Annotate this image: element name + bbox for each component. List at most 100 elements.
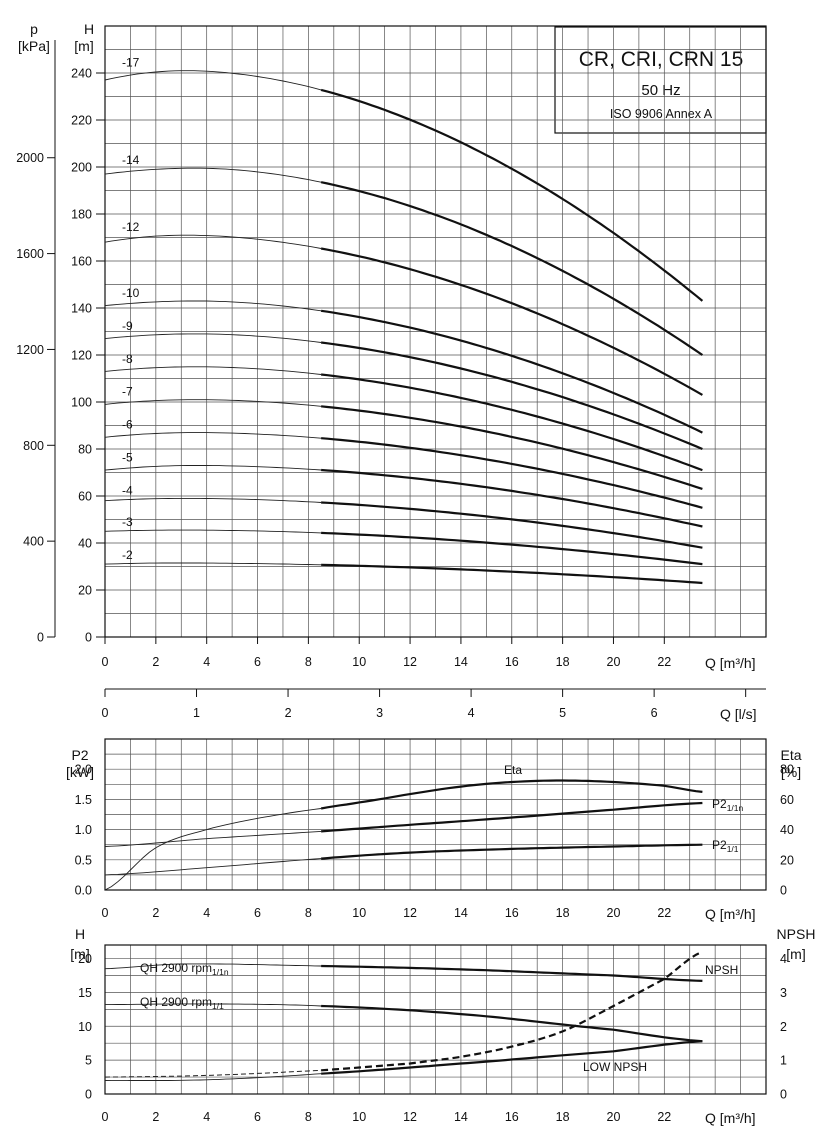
qh-x-tick-label: 8 xyxy=(305,655,312,669)
npsh-left-tick-label: 20 xyxy=(78,952,92,966)
npsh-curve-label: NPSH xyxy=(705,963,738,977)
qh-curve-low-flow xyxy=(104,366,322,375)
p2-y-tick-label: 1.0 xyxy=(75,823,92,837)
p2-y-tick-label: 1.5 xyxy=(75,793,92,807)
qh-curve xyxy=(321,501,703,549)
npsh-x-tick-label: 20 xyxy=(607,1110,621,1124)
p2-x-tick-label: 18 xyxy=(556,906,570,920)
qh-2900-1-1-label: QH 2900 rpm1/1 xyxy=(140,995,224,1011)
qh-x-tick-label: 20 xyxy=(607,655,621,669)
qh-curve-label: -6 xyxy=(122,418,133,432)
eta-axis-unit: [%] xyxy=(781,764,801,780)
p2-x-tick-label: 2 xyxy=(152,906,159,920)
qh-curve-low-flow xyxy=(104,562,322,566)
pressure-tick-label: 400 xyxy=(23,535,44,549)
head-axis-label: H xyxy=(84,21,94,37)
npsh-x-axis-label: Q [m³/h] xyxy=(705,1110,756,1126)
qh-y-tick-label: 20 xyxy=(78,584,92,598)
ls-axis-label: Q [l/s] xyxy=(720,706,757,722)
low-npsh-curve-low-flow xyxy=(104,1073,322,1081)
chart-frequency: 50 Hz xyxy=(641,82,680,99)
qh-y-tick-label: 160 xyxy=(71,255,92,269)
qh-x-tick-label: 2 xyxy=(152,655,159,669)
qh-y-tick-label: 100 xyxy=(71,396,92,410)
qh-curve-low-flow xyxy=(104,529,322,534)
p2-x-tick-label: 12 xyxy=(403,906,417,920)
qh-curve-low-flow xyxy=(104,432,322,439)
qh-curve xyxy=(320,405,703,490)
npsh-x-tick-label: 2 xyxy=(152,1110,159,1124)
npsh-x-tick-label: 18 xyxy=(556,1110,570,1124)
qh-rpm-curve-low-flow xyxy=(105,1003,322,1007)
qh-curve-label: -8 xyxy=(122,352,133,366)
npsh-plot-frame xyxy=(104,944,767,1095)
pressure-tick-label: 2000 xyxy=(16,151,44,165)
p2-x-tick-label: 8 xyxy=(305,906,312,920)
eta-curve-label: Eta xyxy=(504,763,522,777)
qh-y-tick-label: 220 xyxy=(71,114,92,128)
npsh-x-tick-label: 6 xyxy=(254,1110,261,1124)
qh-curve xyxy=(320,373,703,472)
qh-curve xyxy=(320,181,704,356)
qh-curve xyxy=(321,468,703,528)
pressure-axis-unit: [kPa] xyxy=(18,38,50,54)
npsh-left-tick-label: 0 xyxy=(85,1088,92,1102)
low-npsh-label: LOW NPSH xyxy=(583,1060,647,1074)
qh-x-tick-label: 18 xyxy=(556,655,570,669)
p2-x-tick-label: 20 xyxy=(607,906,621,920)
qh-curve xyxy=(320,247,703,396)
p2-x-tick-label: 14 xyxy=(454,906,468,920)
qh-curve xyxy=(320,309,703,434)
qh-curve-low-flow xyxy=(104,234,322,249)
eta-y-tick-label: 20 xyxy=(780,853,794,867)
qh-plot-frame xyxy=(104,25,767,638)
qh-curve xyxy=(320,88,704,302)
eta-y-tick-label: 60 xyxy=(780,793,794,807)
npsh-x-tick-label: 12 xyxy=(403,1110,417,1124)
npsh-x-tick-label: 10 xyxy=(352,1110,366,1124)
p2-x-tick-label: 10 xyxy=(352,906,366,920)
qh-curve-label: -9 xyxy=(122,319,133,333)
npsh-right-tick-label: 2 xyxy=(780,1020,787,1034)
p2-x-tick-label: 6 xyxy=(254,906,261,920)
qh-curve-label: -5 xyxy=(122,450,133,464)
npsh-left-tick-label: 5 xyxy=(85,1054,92,1068)
qh-rpm-curve xyxy=(321,964,703,982)
npsh-right-tick-label: 3 xyxy=(780,986,787,1000)
qh-curve-low-flow xyxy=(104,300,322,312)
qh-curve-label: -14 xyxy=(122,153,140,167)
p2-axis-unit: [kW] xyxy=(66,764,94,780)
qh-x-tick-label: 14 xyxy=(454,655,468,669)
qh-curve-label: -7 xyxy=(122,385,133,399)
qh-curve-label: -12 xyxy=(122,220,140,234)
qh-rpm-curve xyxy=(321,1004,703,1043)
pressure-tick-label: 1200 xyxy=(16,343,44,357)
qh-x-tick-label: 22 xyxy=(657,655,671,669)
npsh-axis-unit: [m] xyxy=(786,946,805,962)
p2-curve-low-flow xyxy=(104,858,322,876)
ls-tick-label: 4 xyxy=(468,706,475,720)
qh-2900-1-1n-label: QH 2900 rpm1/1n xyxy=(140,961,229,977)
p2-1-1n-label: P21/1n xyxy=(712,797,744,813)
qh-x-tick-label: 0 xyxy=(102,655,109,669)
eta-axis-label: Eta xyxy=(780,747,801,763)
qh-curve-low-flow xyxy=(104,333,322,343)
npsh-left-tick-label: 10 xyxy=(78,1020,92,1034)
npsh-axis-label: NPSH xyxy=(777,926,816,942)
p2-y-tick-label: 0.0 xyxy=(75,884,92,898)
p2-curve xyxy=(321,801,703,833)
title-box xyxy=(554,26,767,134)
p2-plot-frame xyxy=(104,738,767,891)
ls-tick-label: 5 xyxy=(559,706,566,720)
eta-y-tick-label: 80 xyxy=(780,763,794,777)
qh-curve xyxy=(321,563,703,585)
qh-curve xyxy=(321,437,703,509)
qh-rpm-curve-low-flow xyxy=(104,963,322,970)
qh-x-tick-label: 10 xyxy=(352,655,366,669)
ls-tick-label: 0 xyxy=(102,706,109,720)
npsh-right-tick-label: 4 xyxy=(780,952,787,966)
qh-curve xyxy=(321,531,703,566)
pressure-tick-label: 0 xyxy=(37,631,44,645)
npsh-x-tick-label: 14 xyxy=(454,1110,468,1124)
qh-x-tick-label: 4 xyxy=(203,655,210,669)
